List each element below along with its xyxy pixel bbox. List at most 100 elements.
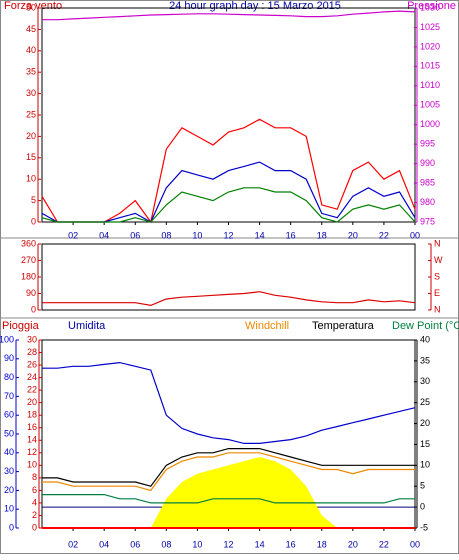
y-tick-label: 30 xyxy=(27,334,37,344)
line xyxy=(41,187,416,223)
y-tick-label: 1015 xyxy=(420,61,440,71)
x-tick-label: 08 xyxy=(161,539,171,549)
x-tick-label: 20 xyxy=(348,539,358,549)
y-tick-label: 1025 xyxy=(420,22,440,32)
y-tick-label: 14 xyxy=(27,435,37,445)
plot-area xyxy=(41,243,416,311)
y-tick-label: 8 xyxy=(32,472,37,482)
x-tick-label: 16 xyxy=(286,230,296,240)
legend-label: Pioggia xyxy=(2,320,40,332)
y-tick-label: 50 xyxy=(26,2,36,12)
y-tick-label: 1010 xyxy=(420,80,440,90)
legend-label: Dew Point (°C xyxy=(392,320,459,332)
y-tick-label: 990 xyxy=(420,158,435,168)
x-tick-label: 08 xyxy=(161,230,171,240)
x-tick-label: 02 xyxy=(68,539,78,549)
y-tick-label: 20 xyxy=(27,397,37,407)
x-tick-label: 14 xyxy=(255,539,265,549)
y-tick-label: 40 xyxy=(4,447,14,457)
y-tick-label: 10 xyxy=(27,460,37,470)
y-tick-label: 30 xyxy=(420,376,430,386)
y-tick-label: 20 xyxy=(420,418,430,428)
y-tick-label: 270 xyxy=(21,255,36,265)
x-tick-label: 06 xyxy=(130,230,140,240)
y-tick-label: 50 xyxy=(4,428,14,438)
x-tick-label: 16 xyxy=(286,539,296,549)
y-tick-label: 985 xyxy=(420,177,435,187)
y-tick-label: N xyxy=(434,238,441,248)
y-tick-label: N xyxy=(434,304,441,314)
y-tick-label: 26 xyxy=(27,359,37,369)
y-tick-label: 60 xyxy=(4,410,14,420)
y-tick-label: S xyxy=(434,271,440,281)
y-tick-label: 5 xyxy=(31,195,36,205)
x-tick-label: 22 xyxy=(379,539,389,549)
y-tick-label: 15 xyxy=(26,152,36,162)
x-tick-label: 00 xyxy=(410,539,420,549)
y-tick-label: 25 xyxy=(26,109,36,119)
y-tick-label: 25 xyxy=(420,397,430,407)
y-tick-label: 24 xyxy=(27,372,37,382)
axis-title: Pressione xyxy=(407,0,456,12)
legend-label: Windchill xyxy=(245,320,289,332)
x-tick-label: 18 xyxy=(317,230,327,240)
y-tick-label: 995 xyxy=(420,139,435,149)
y-tick-label: E xyxy=(434,288,440,298)
x-tick-label: 22 xyxy=(379,230,389,240)
chart-title: 24 hour graph day : 15 Marzo 2015 xyxy=(169,0,341,12)
x-tick-label: 04 xyxy=(99,539,109,549)
y-tick-label: 360 xyxy=(21,238,36,248)
y-tick-label: 35 xyxy=(26,67,36,77)
y-tick-label: 18 xyxy=(27,410,37,420)
y-tick-label: 40 xyxy=(420,334,430,344)
y-tick-label: 2 xyxy=(32,510,37,520)
x-tick-label: 20 xyxy=(348,230,358,240)
y-tick-label: 30 xyxy=(26,88,36,98)
x-tick-label: 10 xyxy=(192,230,202,240)
line xyxy=(42,10,416,21)
y-tick-label: 35 xyxy=(420,355,430,365)
y-tick-label: 12 xyxy=(27,447,37,457)
line xyxy=(42,361,416,444)
y-tick-label: 45 xyxy=(26,24,36,34)
line xyxy=(42,494,415,504)
line xyxy=(42,448,415,487)
y-tick-label: 1030 xyxy=(420,2,440,12)
y-tick-label: 4 xyxy=(32,497,37,507)
y-tick-label: 90 xyxy=(4,353,14,363)
y-tick-label: 0 xyxy=(32,522,37,532)
y-tick-label: 180 xyxy=(21,271,36,281)
y-tick-label: 22 xyxy=(27,385,37,395)
x-tick-label: 14 xyxy=(255,230,265,240)
y-tick-label: 20 xyxy=(4,485,14,495)
y-tick-label: 15 xyxy=(420,439,430,449)
y-tick-label: 40 xyxy=(26,45,36,55)
x-tick-label: 00 xyxy=(410,230,420,240)
x-tick-label: 18 xyxy=(317,539,327,549)
y-tick-label: 100 xyxy=(0,334,14,344)
x-tick-label: 12 xyxy=(223,539,233,549)
y-tick-label: 90 xyxy=(26,288,36,298)
y-tick-label: 975 xyxy=(420,216,435,226)
y-tick-label: 980 xyxy=(420,197,435,207)
y-tick-label: W xyxy=(434,255,443,265)
legend-label: Umidita xyxy=(68,320,106,332)
x-tick-label: 10 xyxy=(192,539,202,549)
y-tick-label: 0 xyxy=(31,304,36,314)
y-tick-label: 28 xyxy=(27,347,37,357)
y-tick-label: 0 xyxy=(9,522,14,532)
x-tick-label: 12 xyxy=(223,230,233,240)
y-tick-label: 1000 xyxy=(420,119,440,129)
line xyxy=(42,452,415,492)
y-tick-label: 80 xyxy=(4,372,14,382)
y-tick-label: 10 xyxy=(420,460,430,470)
x-tick-label: 04 xyxy=(99,230,109,240)
y-tick-label: 1020 xyxy=(420,41,440,51)
y-tick-label: 0 xyxy=(420,501,425,511)
x-tick-label: 06 xyxy=(130,539,140,549)
y-tick-label: 30 xyxy=(4,466,14,476)
y-tick-label: -5 xyxy=(420,522,428,532)
